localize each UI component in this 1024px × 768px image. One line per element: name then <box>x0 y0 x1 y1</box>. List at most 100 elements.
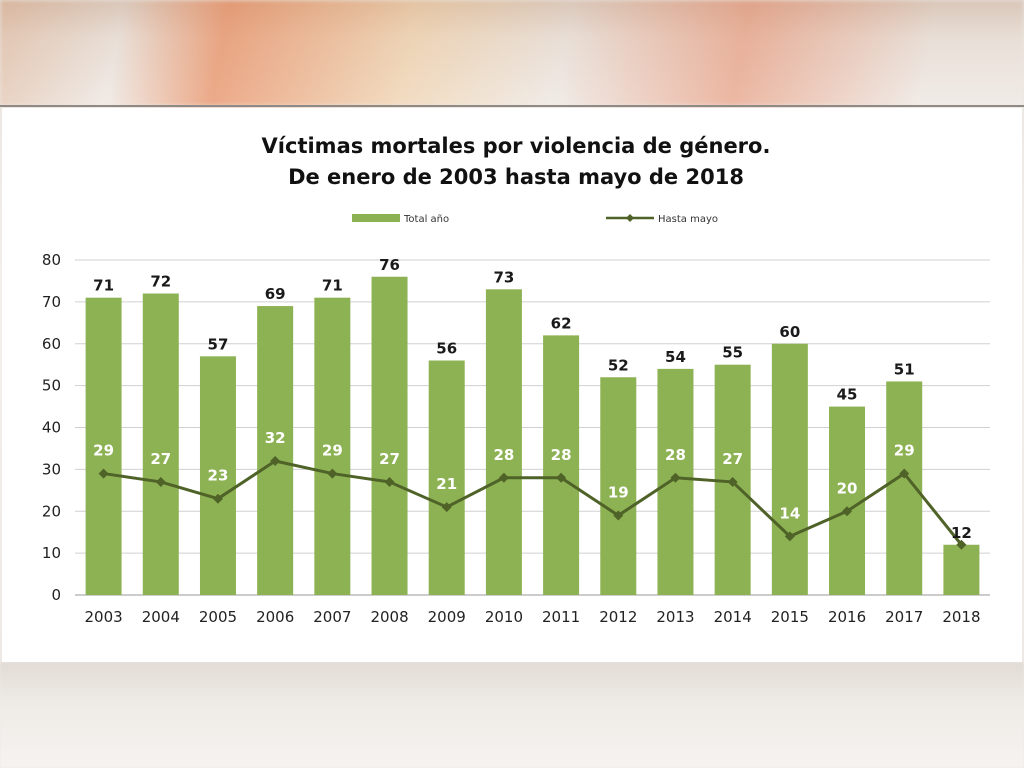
line-value-label: 20 <box>837 479 858 497</box>
line-value-label: 14 <box>779 504 800 522</box>
line-point-2008 <box>384 476 395 487</box>
line-point-2005 <box>212 493 223 504</box>
bar-value-label: 55 <box>722 344 743 362</box>
bar-2016 <box>829 406 866 595</box>
x-axis-ticks: 2003 2004 2005 2006 2007 2008 2009 2010 2011 2012… <box>85 608 981 626</box>
bar-value-label: 45 <box>837 386 858 404</box>
bar-value-label: 12 <box>951 524 972 542</box>
bar-value-label: 71 <box>322 277 343 295</box>
line-point-2006 <box>270 456 281 466</box>
background-bottom-band <box>0 662 1024 768</box>
line-value-label: 28 <box>551 446 572 464</box>
line-value-label: 29 <box>322 442 343 460</box>
bar-value-label: 76 <box>379 256 400 274</box>
legend: Total año Hasta mayo <box>352 214 718 225</box>
bar-value-label: 62 <box>551 314 572 332</box>
line-point-2011 <box>556 472 567 483</box>
line-point-2007 <box>327 468 338 479</box>
bar-2008 <box>371 276 408 595</box>
top-divider <box>0 105 1024 107</box>
line-value-label: 19 <box>608 483 629 501</box>
x-tick-label: 2012 <box>599 608 637 626</box>
x-tick-label: 2007 <box>313 608 351 626</box>
bar-2012 <box>600 377 637 595</box>
legend-marker-line <box>626 214 634 222</box>
line-value-label: 27 <box>722 450 743 468</box>
line-point-2003 <box>98 468 109 479</box>
line-point-2015 <box>784 531 795 542</box>
bar-2006 <box>257 306 294 595</box>
bar-2010 <box>485 289 522 595</box>
bar-value-label: 73 <box>493 268 514 286</box>
x-tick-label: 2008 <box>370 608 408 626</box>
y-tick-label: 10 <box>42 544 61 562</box>
bar-2007 <box>314 297 351 595</box>
bar-value-label: 52 <box>608 356 629 374</box>
y-tick-label: 80 <box>42 251 61 269</box>
bar-2015 <box>771 343 808 595</box>
y-tick-label: 70 <box>42 293 61 311</box>
bar-2003 <box>85 297 122 595</box>
x-tick-label: 2015 <box>771 608 809 626</box>
chart-title: Víctimas mortales por violencia de géner… <box>262 134 771 158</box>
line-value-label: 29 <box>894 442 915 460</box>
bar-value-label: 57 <box>208 335 229 353</box>
y-tick-label: 60 <box>42 335 61 353</box>
x-tick-label: 2006 <box>256 608 294 626</box>
y-tick-label: 30 <box>42 460 61 478</box>
x-tick-label: 2016 <box>828 608 866 626</box>
bar-value-label: 69 <box>265 285 286 303</box>
y-tick-label: 40 <box>42 419 61 437</box>
line-value-label: 27 <box>379 450 400 468</box>
line-point-2010 <box>498 472 509 483</box>
line-value-label: 21 <box>436 475 457 493</box>
line-point-2014 <box>727 476 738 487</box>
line-value-label: 29 <box>93 442 114 460</box>
line-value-label: 32 <box>265 429 286 447</box>
y-tick-label: 0 <box>51 586 61 604</box>
x-tick-label: 2004 <box>142 608 180 626</box>
bars <box>85 276 980 595</box>
line-value-label: 23 <box>208 467 229 485</box>
y-tick-label: 50 <box>42 377 61 395</box>
bar-2011 <box>543 335 580 595</box>
bar-2004 <box>142 293 179 595</box>
bar-value-label: 56 <box>436 340 457 358</box>
x-tick-label: 2003 <box>85 608 123 626</box>
bar-2005 <box>199 356 236 595</box>
bar-value-label: 71 <box>93 277 114 295</box>
series-line-hasta-mayo <box>103 459 963 546</box>
x-tick-label: 2013 <box>656 608 694 626</box>
line-point-2004 <box>155 476 166 487</box>
x-tick-label: 2017 <box>885 608 923 626</box>
y-axis-ticks: 0 10 20 30 40 50 60 70 80 <box>42 251 61 604</box>
line-point-2009 <box>441 502 452 513</box>
x-tick-label: 2011 <box>542 608 580 626</box>
legend-swatch-total <box>352 214 400 222</box>
data-labels: 71 72 57 69 71 76 56 73 62 52 54 55 60 45 51 12 29 27 23 32… <box>93 256 972 542</box>
x-tick-label: 2009 <box>428 608 466 626</box>
line-point-2013 <box>670 472 681 483</box>
line-point-2012 <box>613 510 624 521</box>
line-point-2018 <box>956 539 967 550</box>
bar-value-label: 54 <box>665 348 686 366</box>
legend-label-line: Hasta mayo <box>658 214 718 225</box>
background-top-band <box>0 0 1024 106</box>
bar-value-label: 51 <box>894 360 915 378</box>
line-value-label: 28 <box>665 446 686 464</box>
y-tick-label: 20 <box>42 502 61 520</box>
line-point-2016 <box>842 506 853 517</box>
x-tick-label: 2018 <box>942 608 980 626</box>
bar-value-label: 72 <box>150 273 171 291</box>
bar-2018 <box>943 544 980 595</box>
line-point-2017 <box>899 468 910 479</box>
bar-2009 <box>428 360 465 595</box>
line-value-label: 27 <box>150 450 171 468</box>
chart-subtitle: De enero de 2003 hasta mayo de 2018 <box>288 165 744 189</box>
line-series <box>98 456 967 550</box>
x-tick-label: 2010 <box>485 608 523 626</box>
legend-label-total: Total año <box>403 214 449 225</box>
x-tick-label: 2014 <box>714 608 752 626</box>
line-value-label: 28 <box>493 446 514 464</box>
